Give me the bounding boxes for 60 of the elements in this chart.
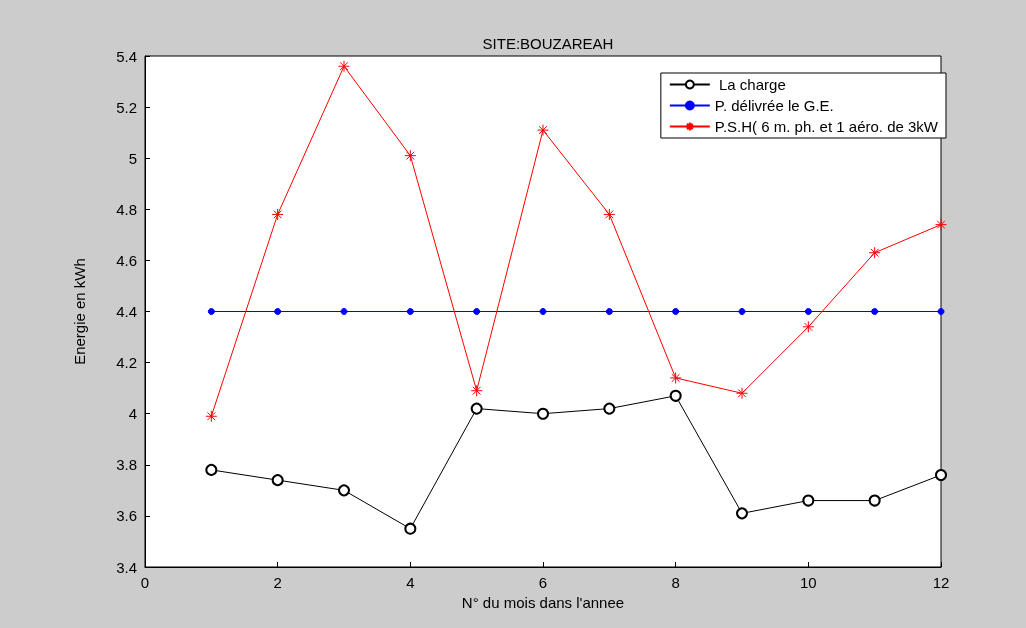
y-tick-label: 4.4 xyxy=(116,303,137,320)
point xyxy=(470,402,483,415)
point xyxy=(736,387,748,400)
y-tick-label: 4 xyxy=(128,405,137,423)
point xyxy=(274,308,282,315)
y-tick-label: 5.4 xyxy=(116,47,137,65)
legend-label: P.S.H( 6 m. ph. et 1 aéro. de 3kW xyxy=(714,118,939,135)
y-tick-label: 4.6 xyxy=(116,251,137,269)
legend-label: P. délivrée le G.E. xyxy=(714,97,834,114)
point xyxy=(470,384,483,397)
point xyxy=(404,149,417,162)
point xyxy=(603,208,616,221)
legend-label: La charge xyxy=(714,76,786,93)
point xyxy=(868,494,881,507)
y-tick-label: 5 xyxy=(128,149,137,167)
point xyxy=(935,469,947,482)
point xyxy=(205,410,218,423)
point xyxy=(537,124,549,137)
point xyxy=(207,308,215,315)
point xyxy=(871,308,879,315)
y-axis-title: Energie en kWh xyxy=(71,258,88,365)
point xyxy=(404,522,417,535)
point xyxy=(473,308,481,315)
point xyxy=(736,507,748,520)
point xyxy=(937,308,945,315)
point xyxy=(802,494,815,507)
point xyxy=(868,246,881,259)
point xyxy=(205,463,218,476)
point xyxy=(935,218,947,231)
point xyxy=(605,308,613,315)
point xyxy=(271,474,284,487)
x-tick-label: 6 xyxy=(538,574,548,591)
chart-title: SITE:BOUZAREAH xyxy=(482,35,614,52)
point xyxy=(603,402,616,415)
point xyxy=(537,407,549,420)
x-tick-label: 12 xyxy=(932,574,950,591)
point xyxy=(669,371,682,384)
y-tick-label: 3.8 xyxy=(116,456,137,474)
y-tick-label: 3.4 xyxy=(116,558,137,576)
y-tick-label: 3.6 xyxy=(116,507,137,525)
x-tick-label: 10 xyxy=(799,574,817,591)
y-tick-label: 5.2 xyxy=(116,98,137,116)
point xyxy=(338,484,350,497)
x-tick-label: 4 xyxy=(406,574,415,591)
point xyxy=(406,308,414,315)
x-tick-label: 2 xyxy=(273,574,282,591)
point xyxy=(672,308,680,315)
point xyxy=(539,308,547,315)
point xyxy=(338,60,350,73)
x-tick-label: 8 xyxy=(671,574,680,591)
point xyxy=(271,208,284,221)
point xyxy=(804,308,812,315)
point xyxy=(669,389,682,402)
point xyxy=(802,320,815,333)
x-axis-title: N° du mois dans l'annee xyxy=(461,593,625,611)
x-tick-label: 0 xyxy=(140,574,150,591)
y-tick-label: 4.8 xyxy=(116,200,137,218)
point xyxy=(340,308,348,315)
y-tick-label: 4.2 xyxy=(116,354,137,372)
point xyxy=(738,308,746,315)
